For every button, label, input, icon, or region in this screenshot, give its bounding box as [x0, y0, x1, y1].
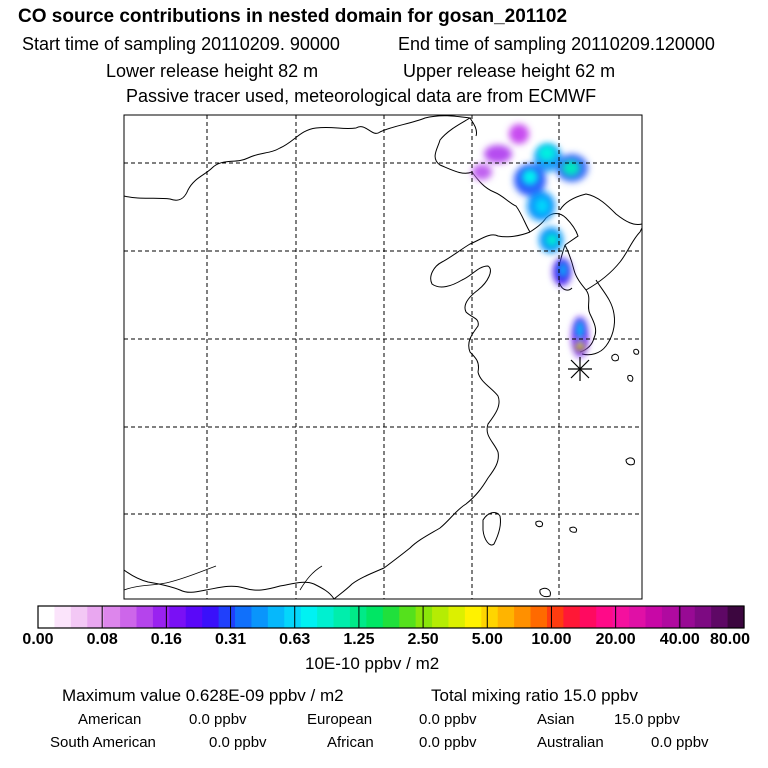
start-time-label: Start time of sampling 20110209. 90000 [22, 34, 340, 54]
lat-lon-grid [124, 115, 642, 599]
total-mixing-label: Total mixing ratio 15.0 ppbv [431, 686, 638, 705]
region-american-name: American [78, 711, 142, 728]
colorbar-cell [152, 606, 170, 628]
colorbar-cell [87, 606, 105, 628]
colorbar-cell [185, 606, 203, 628]
colorbar-cell [70, 606, 88, 628]
region-asian-name: Asian [537, 711, 575, 728]
colorbar-tick-label: 0.00 [22, 631, 54, 648]
colorbar-tick-label: 0.31 [214, 631, 247, 648]
colorbar-cell [333, 606, 351, 628]
colorbar-cell [579, 606, 597, 628]
region-south-american-value: 0.0 ppbv [209, 734, 267, 751]
colorbar-cell [514, 606, 532, 628]
colorbar-cell [497, 606, 515, 628]
colorbar-cell [415, 606, 433, 628]
region-american-value: 0.0 ppbv [189, 711, 247, 728]
colorbar-cell [546, 606, 564, 628]
colorbar-cell [727, 606, 745, 628]
region-african-name: African [327, 734, 374, 751]
region-african-value: 0.0 ppbv [419, 734, 477, 751]
colorbar-cell [251, 606, 269, 628]
colorbar-cell [202, 606, 220, 628]
colorbar-tick-label: 40.00 [659, 631, 700, 648]
colorbar-cell [218, 606, 236, 628]
colorbar-cell [120, 606, 138, 628]
colorbar-cell [169, 606, 187, 628]
colorbar-cell [136, 606, 154, 628]
colorbar-cell [399, 606, 417, 628]
upper-release-label: Upper release height 62 m [403, 61, 616, 81]
colorbar-cell [382, 606, 400, 628]
colorbar-cell [612, 606, 630, 628]
region-european-value: 0.0 ppbv [419, 711, 477, 728]
region-asian-value: 15.0 ppbv [614, 711, 680, 728]
colorbar-tick-label: 20.00 [595, 631, 636, 648]
colorbar-cell [235, 606, 253, 628]
colorbar-tick-label: 10.00 [531, 631, 572, 648]
colorbar-cell [366, 606, 384, 628]
region-australian-value: 0.0 ppbv [651, 734, 709, 751]
colorbar-cell [464, 606, 482, 628]
colorbar-cell [596, 606, 614, 628]
colorbar-tick-label: 80.00 [709, 631, 751, 648]
colorbar-cell [103, 606, 121, 628]
map-frame [123, 114, 643, 600]
region-south-american-name: South American [50, 734, 156, 751]
region-european-name: European [307, 711, 373, 728]
colorbar-cell [267, 606, 285, 628]
colorbar-cell [300, 606, 318, 628]
colorbar-tick-label: 0.16 [150, 631, 182, 648]
receptor-asterisk-icon [568, 357, 592, 381]
region-australian-name: Australian [537, 734, 604, 751]
colorbar-cell [645, 606, 663, 628]
colorbar-cell [563, 606, 581, 628]
chart-title: CO source contributions in nested domain… [18, 6, 568, 27]
islands [482, 348, 640, 598]
colorbar-cell [694, 606, 712, 628]
colorbar-units: 10E-10 ppbv / m2 [305, 654, 440, 673]
max-value-label: Maximum value 0.628E-09 ppbv / m2 [62, 686, 344, 705]
colorbar-tick-label: 2.50 [407, 631, 439, 648]
colorbar-cell [481, 606, 499, 628]
colorbar-cell [661, 606, 679, 628]
colorbar-cell [54, 606, 72, 628]
colorbar-tick-label: 1.25 [343, 631, 375, 648]
coastlines [124, 115, 642, 599]
colorbar-cell [448, 606, 466, 628]
colorbar-cell [711, 606, 729, 628]
colorbar-cell [38, 606, 56, 628]
colorbar-tick-label: 5.00 [471, 631, 503, 648]
colorbar-cell [432, 606, 450, 628]
lower-release-label: Lower release height 82 m [106, 61, 319, 81]
colorbar-cell [678, 606, 696, 628]
borders [124, 565, 323, 591]
colorbar-cell [284, 606, 302, 628]
colorbar-cell [317, 606, 335, 628]
end-time-label: End time of sampling 20110209.120000 [398, 34, 715, 54]
colorbar-cell [629, 606, 647, 628]
colorbar-cell [530, 606, 548, 628]
colorbar-tick-label: 0.63 [279, 631, 311, 648]
colorbar-tick-label: 0.08 [86, 631, 118, 648]
tracer-info-label: Passive tracer used, meteorological data… [126, 86, 597, 106]
